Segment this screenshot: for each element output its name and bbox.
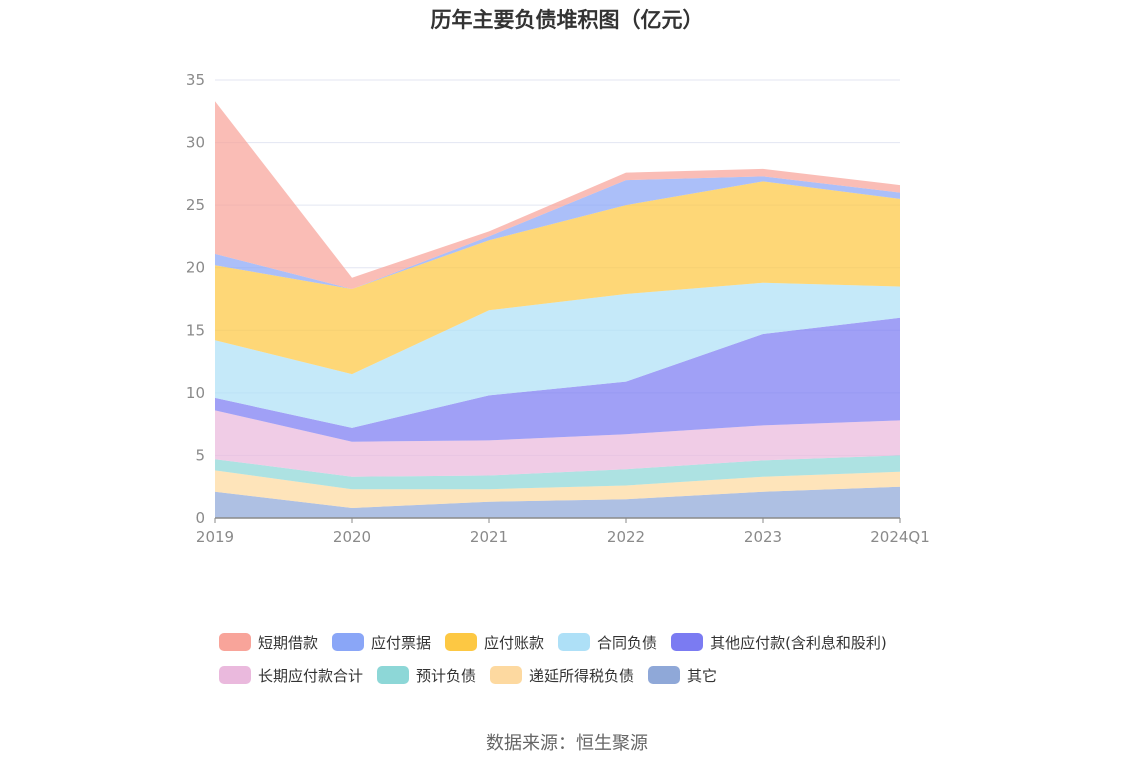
- legend-swatch: [671, 633, 704, 651]
- area-series-3: [215, 410, 900, 477]
- y-tick-label: 25: [186, 196, 205, 214]
- x-tick-label: 2020: [333, 528, 371, 546]
- area-series-4: [215, 317, 900, 442]
- area-series-7: [215, 176, 900, 289]
- area-series-1: [215, 470, 900, 508]
- area-series-5: [215, 282, 900, 428]
- area-series-8: [215, 101, 900, 289]
- legend-label: 短期借款: [258, 633, 319, 652]
- legend-label: 其它: [687, 666, 718, 685]
- legend-label: 递延所得税负债: [529, 666, 635, 685]
- legend-swatch: [332, 633, 365, 651]
- legend-item[interactable]: 应付票据: [332, 630, 431, 654]
- legend-item[interactable]: 长期应付款合计: [219, 663, 363, 687]
- y-tick-label: 15: [186, 321, 205, 339]
- legend-item[interactable]: 其它: [648, 663, 717, 687]
- legend-label: 应付账款: [484, 633, 545, 652]
- y-tick-label: 10: [186, 384, 205, 402]
- x-tick-label: 2019: [196, 528, 234, 546]
- axes: 0 5 10 15 20 25 30 35 2019 2020 2021 2022 2023 2024Q1: [186, 71, 930, 546]
- y-tick-label: 35: [186, 71, 205, 89]
- legend-item[interactable]: 递延所得税负债: [490, 663, 634, 687]
- legend-swatch: [445, 633, 478, 651]
- chart-title: 历年主要负债堆积图（亿元）: [430, 8, 704, 32]
- area-layer: [215, 101, 900, 518]
- legend-label: 长期应付款合计: [258, 666, 364, 685]
- y-tick-label: 20: [186, 259, 205, 277]
- area-series-6: [215, 181, 900, 375]
- legend-swatch: [219, 633, 251, 651]
- legend-item[interactable]: 短期借款: [219, 630, 318, 654]
- data-source: 数据来源：恒生聚源: [486, 733, 648, 754]
- x-tick-label: 2023: [744, 528, 782, 546]
- x-tick-label: 2024Q1: [870, 528, 930, 546]
- y-tick-label: 0: [195, 509, 205, 527]
- y-tick-label: 30: [186, 134, 205, 152]
- x-tick-label: 2021: [470, 528, 508, 546]
- chart-canvas: 0 5 10 15 20 25 30 35 2019 2020 2021 2022 2023 2024Q1: [186, 71, 930, 546]
- legend-item[interactable]: 合同负债: [558, 630, 657, 654]
- legend: 短期借款 应付票据 应付账款 合同负债 其他应付款(含利息和股利) 长期应付款合计 预计负债…: [219, 630, 939, 687]
- legend-swatch: [490, 666, 523, 684]
- legend-label: 其他应付款(含利息和股利): [710, 633, 887, 652]
- legend-label: 预计负债: [416, 666, 477, 685]
- legend-label: 应付票据: [371, 633, 432, 652]
- legend-item[interactable]: 其他应付款(含利息和股利): [671, 630, 887, 654]
- area-series-2: [215, 455, 900, 490]
- legend-swatch: [648, 666, 681, 684]
- y-tick-label: 5: [195, 446, 205, 464]
- legend-item[interactable]: 预计负债: [377, 663, 476, 687]
- legend-swatch: [219, 666, 251, 684]
- legend-label: 合同负债: [597, 633, 658, 652]
- legend-item[interactable]: 应付账款: [445, 630, 544, 654]
- x-tick-label: 2022: [607, 528, 645, 546]
- legend-swatch: [377, 666, 410, 684]
- legend-swatch: [558, 633, 591, 651]
- area-series-0: [215, 486, 900, 518]
